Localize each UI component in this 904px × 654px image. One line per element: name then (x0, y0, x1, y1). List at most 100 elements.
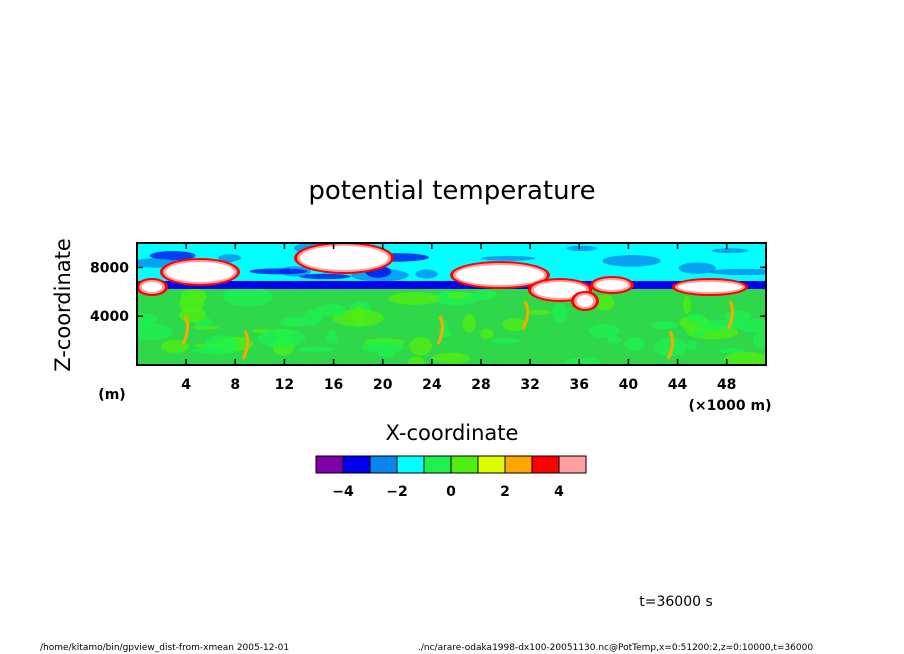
field-blob (682, 296, 692, 314)
field-blob (299, 273, 351, 280)
field-blob (218, 254, 241, 262)
chart-title: potential temperature (308, 176, 595, 206)
field-blob (179, 293, 205, 313)
field-blob (686, 340, 698, 350)
field-blob (693, 330, 706, 338)
colorbar-swatch (369, 455, 398, 474)
x-axis: 4 8 12 16 20 24 28 32 36 40 44 48 (181, 243, 736, 393)
x-tick-label: 36 (570, 377, 589, 393)
field-blob (565, 357, 601, 365)
field-blob (431, 352, 470, 364)
field-blob (736, 319, 766, 333)
field-inversion-band (137, 281, 766, 289)
field-plume (521, 300, 530, 330)
colorbar-label: 4 (554, 484, 564, 500)
field-blob (149, 251, 196, 261)
field-plume (726, 300, 735, 330)
colorbar-swatch (558, 455, 587, 474)
field-blob (602, 255, 661, 267)
field-blob (361, 341, 405, 354)
field-blob (711, 248, 749, 254)
field-blob (650, 321, 679, 330)
colorbar-swatch (450, 455, 479, 474)
field-blob (695, 319, 742, 331)
field-warm-core (596, 280, 628, 290)
field-blob (204, 335, 239, 355)
field-blob (686, 313, 706, 322)
x-tick-label: 48 (717, 377, 736, 393)
y-axis-label: Z-coordinate (51, 238, 75, 372)
field-warm-core (678, 282, 742, 292)
field-blob (527, 309, 551, 315)
colorbar-swatch (504, 455, 533, 474)
field-blob (223, 286, 273, 307)
field-blob (752, 333, 766, 348)
field-blob (480, 328, 494, 339)
field-blob (249, 268, 308, 275)
field-warm-core (142, 282, 162, 292)
field-blob (297, 346, 335, 352)
y-axis: 4000 8000 (90, 260, 766, 325)
colorbar-swatch (531, 455, 560, 474)
field-blob (222, 290, 259, 296)
field-plume (436, 315, 445, 345)
field-blob (179, 307, 207, 323)
colorbar-label: 0 (446, 484, 456, 500)
colorbar-swatch (315, 455, 344, 474)
field-blob (326, 330, 338, 345)
field-blob (258, 328, 306, 348)
field-warm-core (456, 265, 544, 285)
colorbar-swatch (342, 455, 371, 474)
footer-right: ./nc/arare-odaka1998-dx100-20051130.nc@P… (418, 643, 813, 653)
colorbar-swatch (477, 455, 506, 474)
plot-frame (136, 242, 767, 366)
colorbar-swatch (423, 455, 452, 474)
field-warm-core (534, 282, 586, 298)
x-tick-label: 44 (668, 377, 688, 393)
colorbar-swatch (396, 455, 425, 474)
field-warm-core (300, 246, 388, 270)
footer-left: /home/kitamo/bin/gpview_dist-from-xmean … (40, 643, 289, 653)
field-blob (332, 309, 384, 327)
colorbar-label: −2 (386, 484, 407, 500)
plot-area (136, 242, 767, 366)
field-blob (137, 313, 159, 325)
y-axis-unit: (m) (98, 387, 125, 403)
field-blob (481, 255, 536, 261)
x-tick-label: 24 (422, 377, 442, 393)
x-tick-label: 8 (230, 377, 240, 393)
field-blob (377, 348, 394, 358)
field-blob (566, 245, 598, 252)
x-axis-label: X-coordinate (386, 421, 519, 445)
y-tick-label: 4000 (90, 309, 129, 325)
field-blob (551, 303, 568, 324)
field-blob (462, 314, 476, 333)
field-blob (408, 356, 425, 365)
field-blob (279, 317, 310, 327)
field-blob (491, 337, 521, 344)
field-blob (607, 336, 622, 344)
x-tick-label: 4 (181, 377, 191, 393)
time-label: t=36000 s (639, 594, 713, 610)
field-blob (678, 262, 716, 274)
field-plume (666, 330, 675, 360)
field-plume (181, 315, 190, 345)
field-blob (588, 324, 621, 338)
field-plume (241, 330, 250, 360)
field-warm-core (577, 295, 593, 307)
field-blob (723, 351, 766, 365)
field-blob (623, 337, 645, 351)
x-tick-label: 12 (275, 377, 294, 393)
field-blob (303, 309, 322, 326)
field-blob (137, 322, 173, 341)
x-tick-label: 28 (471, 377, 490, 393)
y-tick-label: 8000 (90, 260, 129, 276)
x-tick-label: 32 (520, 377, 539, 393)
colorbar-label: 2 (500, 484, 510, 500)
field-blob (594, 294, 615, 311)
field-blob (718, 348, 746, 354)
field-blob (315, 303, 347, 318)
colorbar: −4 −2 0 2 4 (315, 455, 587, 500)
field-blob (502, 318, 527, 331)
